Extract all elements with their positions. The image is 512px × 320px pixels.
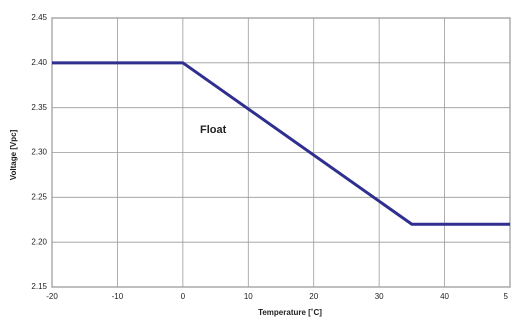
y-tick-label: 2.35 bbox=[31, 103, 47, 112]
y-tick-label: 2.40 bbox=[31, 58, 47, 67]
y-tick-label: 2.30 bbox=[31, 148, 47, 157]
y-tick-label: 2.45 bbox=[31, 13, 47, 22]
y-axis-label: Voltage [Vpc] bbox=[9, 129, 18, 180]
x-tick-label: -10 bbox=[112, 292, 124, 301]
x-tick-label: 10 bbox=[244, 292, 253, 301]
y-tick-label: 2.25 bbox=[31, 192, 47, 201]
x-axis-label: Temperature [˚C] bbox=[258, 308, 322, 317]
x-tick-label: 20 bbox=[309, 292, 318, 301]
x-tick-label: 30 bbox=[375, 292, 384, 301]
x-tick-label: -20 bbox=[46, 292, 58, 301]
x-tick-label: 5 bbox=[504, 292, 509, 301]
x-tick-label: 0 bbox=[181, 292, 186, 301]
y-tick-label: 2.15 bbox=[31, 282, 47, 291]
annotation: Float bbox=[200, 124, 227, 136]
x-tick-label: 40 bbox=[440, 292, 449, 301]
data-line bbox=[52, 61, 510, 226]
y-tick-label: 2.20 bbox=[31, 237, 47, 246]
